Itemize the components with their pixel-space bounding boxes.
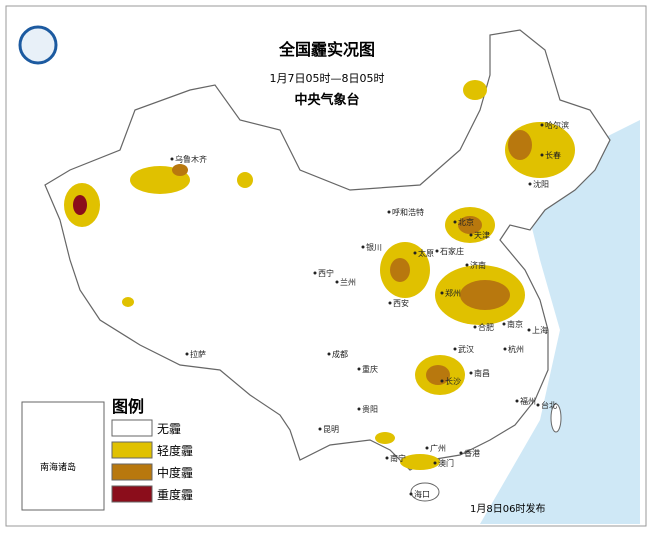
city-dot xyxy=(335,280,339,284)
subtitle: 1月7日05时—8日05时 xyxy=(270,72,385,85)
china-outline xyxy=(44,29,611,471)
legend-label: 无霾 xyxy=(157,422,181,436)
city-label: 哈尔滨 xyxy=(545,120,569,130)
city-label: 上海 xyxy=(532,325,548,335)
inset-label: 南海诸岛 xyxy=(40,461,76,473)
city-label: 长沙 xyxy=(445,376,461,386)
city-label: 长春 xyxy=(545,150,561,160)
city-label: 济南 xyxy=(470,260,486,270)
legend-swatch xyxy=(111,485,153,503)
city-label: 台北 xyxy=(541,400,557,410)
footer: 1月8日06时发布 xyxy=(470,502,545,515)
city-dot xyxy=(502,322,506,326)
city-label: 乌鲁木齐 xyxy=(175,154,207,164)
legend-label: 重度霾 xyxy=(157,487,193,502)
city-label: 沈阳 xyxy=(533,179,549,189)
city-label: 郑州 xyxy=(445,288,461,298)
city-label: 昆明 xyxy=(323,425,339,434)
city-label: 西安 xyxy=(393,298,409,308)
city-dot xyxy=(425,446,429,450)
city-dot xyxy=(318,427,322,431)
city-dot xyxy=(357,367,361,371)
city-dot xyxy=(433,461,437,465)
city-dot xyxy=(440,379,444,383)
city-dot xyxy=(515,399,519,403)
city-dot xyxy=(536,403,540,407)
city-label: 南昌 xyxy=(474,368,490,378)
legend-label: 轻度霾 xyxy=(157,443,193,458)
city-label: 西宁 xyxy=(318,268,334,278)
city-label: 呼和浩特 xyxy=(392,207,424,217)
city-dot xyxy=(435,249,439,253)
title: 全国霾实况图 xyxy=(278,40,375,59)
legend-swatch xyxy=(111,441,153,459)
city-dot xyxy=(453,347,457,351)
city-dot xyxy=(440,291,444,295)
city-label: 福州 xyxy=(520,397,536,406)
city-dot xyxy=(459,451,463,455)
city-label: 成都 xyxy=(332,349,348,359)
city-dot xyxy=(361,245,365,249)
city-label: 南京 xyxy=(507,319,523,329)
city-label: 银川 xyxy=(366,242,382,252)
city-dot xyxy=(327,352,331,356)
city-dot xyxy=(313,271,317,275)
city-label: 天津 xyxy=(474,230,490,240)
legend-title: 图例 xyxy=(112,397,144,416)
logo xyxy=(18,25,58,65)
inset-box xyxy=(21,401,105,511)
city-dot xyxy=(503,347,507,351)
city-label: 广州 xyxy=(430,443,446,453)
city-dot xyxy=(409,492,413,496)
city-dot xyxy=(528,182,532,186)
city-label: 澳门 xyxy=(438,458,454,468)
city-label: 香港 xyxy=(464,448,480,458)
city-label: 武汉 xyxy=(458,344,474,354)
city-dot xyxy=(385,456,389,460)
city-dot xyxy=(185,352,189,356)
city-dot xyxy=(170,157,174,161)
city-label: 太原 xyxy=(418,248,434,258)
legend-label: 中度霾 xyxy=(157,465,193,480)
taiwan xyxy=(550,403,562,433)
city-dot xyxy=(540,123,544,127)
legend-swatch xyxy=(111,419,153,437)
city-dot xyxy=(357,407,361,411)
city-label: 合肥 xyxy=(478,322,494,332)
city-dot xyxy=(453,220,457,224)
moderate-haze xyxy=(172,130,532,385)
agency: 中央气象台 xyxy=(294,92,359,108)
city-dot xyxy=(469,233,473,237)
city-dot xyxy=(473,325,477,329)
city-label: 北京 xyxy=(458,217,474,227)
city-label: 杭州 xyxy=(508,344,524,354)
city-label: 重庆 xyxy=(362,364,378,374)
hainan xyxy=(410,482,440,502)
city-label: 石家庄 xyxy=(440,246,464,256)
city-dot xyxy=(387,210,391,214)
city-dot xyxy=(465,263,469,267)
severe-haze xyxy=(73,195,87,215)
city-dot xyxy=(469,371,473,375)
city-dot xyxy=(413,251,417,255)
city-label: 南宁 xyxy=(390,453,406,463)
city-dot xyxy=(540,153,544,157)
legend-swatch xyxy=(111,463,153,481)
city-label: 海口 xyxy=(414,489,430,499)
city-dot xyxy=(527,328,531,332)
city-label: 贵阳 xyxy=(362,404,378,414)
city-label: 拉萨 xyxy=(190,349,206,359)
city-dot xyxy=(388,301,392,305)
sea xyxy=(480,120,640,524)
city-label: 兰州 xyxy=(340,277,356,287)
